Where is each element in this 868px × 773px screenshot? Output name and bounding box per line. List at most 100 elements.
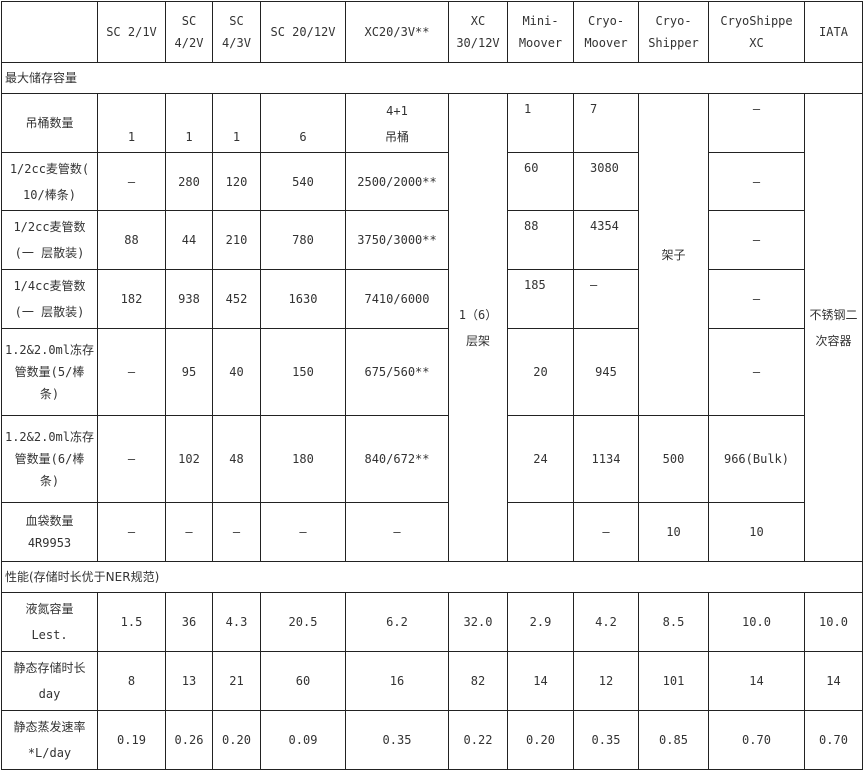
column-header: SC 20/12V <box>260 1 346 63</box>
table-cell: 架子 <box>638 93 709 416</box>
row-label: 1/2cc麦管数 (一 层散装) <box>1 210 98 270</box>
table-cell: – <box>708 269 805 329</box>
table-cell: 8 <box>97 651 166 711</box>
table-cell <box>507 502 574 562</box>
table-row: 血袋数量 4R9953– – – – – –10 10 <box>1 502 863 562</box>
table-row: 1/4cc麦管数 (一 层散装) 182 938 452 1630 7410/6000 18… <box>1 269 863 329</box>
table-cell: 1 <box>212 93 261 153</box>
column-header: IATA <box>804 1 863 63</box>
table-cell: 10.0 <box>804 592 863 652</box>
table-cell: 82 <box>448 651 508 711</box>
table-cell: 185 <box>507 269 574 329</box>
table-cell: 1 <box>165 93 213 153</box>
table-cell: 20.5 <box>260 592 346 652</box>
table-cell: 0.35 <box>345 710 449 770</box>
table-cell: 10 <box>638 502 709 562</box>
column-header <box>1 1 98 63</box>
table-cell: – <box>165 502 213 562</box>
table-cell: 21 <box>212 651 261 711</box>
row-label: 1/4cc麦管数 (一 层散装) <box>1 269 98 329</box>
table-cell: 210 <box>212 210 261 270</box>
table-cell: 500 <box>638 415 709 503</box>
header-row: SC 2/1V SC 4/2V SC 4/3V SC 20/12V XC20/3V** X… <box>1 1 863 63</box>
column-header: Cryo- Shipper <box>638 1 709 63</box>
column-header: Cryo- Moover <box>573 1 639 63</box>
section-row: 最大储存容量 <box>1 62 863 94</box>
table-cell: 1.5 <box>97 592 166 652</box>
row-label: 1.2&2.0ml冻存 管数量(5/棒 条) <box>1 328 98 416</box>
table-cell: 1134 <box>573 415 639 503</box>
table-cell: 20 <box>507 328 574 416</box>
table-cell: 44 <box>165 210 213 270</box>
column-header: Mini- Moover <box>507 1 574 63</box>
table-cell: 14 <box>804 651 863 711</box>
table-cell: – <box>708 210 805 270</box>
table-cell: 32.0 <box>448 592 508 652</box>
table-cell: – <box>708 328 805 416</box>
table-cell: 280 <box>165 152 213 211</box>
table-cell: 0.70 <box>708 710 805 770</box>
table-cell: – <box>97 152 166 211</box>
table-cell: 102 <box>165 415 213 503</box>
table-row: 液氮容量 Lest. 1.5 36 4.3 20.5 6.2 32.0 2.9 4.2 8.5 10… <box>1 592 863 652</box>
table-cell: 1630 <box>260 269 346 329</box>
table-cell: 966(Bulk) <box>708 415 805 503</box>
table-cell: 4.2 <box>573 592 639 652</box>
table-cell: 12 <box>573 651 639 711</box>
table-cell: 180 <box>260 415 346 503</box>
table-row: 静态蒸发速率 *L/day 0.19 0.26 0.20 0.09 0.35 0.22 0.2… <box>1 710 863 770</box>
table-cell: 1 <box>507 93 574 153</box>
section-row: 性能(存储时长优于NER规范) <box>1 561 863 593</box>
table-cell: 780 <box>260 210 346 270</box>
table-cell: – <box>212 502 261 562</box>
table-cell: 88 <box>97 210 166 270</box>
table-cell: 13 <box>165 651 213 711</box>
section-title: 性能(存储时长优于NER规范) <box>1 561 863 593</box>
column-header: SC 4/3V <box>212 1 261 63</box>
table-cell: 0.35 <box>573 710 639 770</box>
table-cell: – <box>97 502 166 562</box>
row-label: 液氮容量 Lest. <box>1 592 98 652</box>
table-cell: – <box>260 502 346 562</box>
table-cell: 0.19 <box>97 710 166 770</box>
table-row: 1/2cc麦管数 (一 层散装) 88 44 210 780 3750/3000** 88 4… <box>1 210 863 270</box>
table-cell: 3080 <box>573 152 639 211</box>
table-row: 1/2cc麦管数( 10/棒条) –280 120 540 2500/2000** 60 3… <box>1 152 863 211</box>
table-cell: 60 <box>260 651 346 711</box>
table-cell: 16 <box>345 651 449 711</box>
table-cell: 2.9 <box>507 592 574 652</box>
row-label: 血袋数量 4R9953 <box>1 502 98 562</box>
table-cell: 182 <box>97 269 166 329</box>
row-label: 静态蒸发速率 *L/day <box>1 710 98 770</box>
table-cell: 945 <box>573 328 639 416</box>
row-label: 静态存储时长 day <box>1 651 98 711</box>
table-cell: 938 <box>165 269 213 329</box>
table-cell: 8.5 <box>638 592 709 652</box>
section-title: 最大储存容量 <box>1 62 863 94</box>
table-cell: 4354 <box>573 210 639 270</box>
table-row: 1.2&2.0ml冻存 管数量(5/棒 条) –95 40 150 675/560** 2… <box>1 328 863 416</box>
table-cell: 0.26 <box>165 710 213 770</box>
table-cell: 150 <box>260 328 346 416</box>
table-cell: – <box>97 328 166 416</box>
row-label: 吊桶数量 <box>1 93 98 153</box>
table-cell: 不锈钢二 次容器 <box>804 93 863 562</box>
table-cell: 0.70 <box>804 710 863 770</box>
table-cell: 7410/6000 <box>345 269 449 329</box>
table-cell: 1 <box>97 93 166 153</box>
table-cell: – <box>573 269 639 329</box>
table-cell: 840/672** <box>345 415 449 503</box>
table-cell: 10.0 <box>708 592 805 652</box>
table-cell: 120 <box>212 152 261 211</box>
table-cell: 14 <box>507 651 574 711</box>
table-row: 1.2&2.0ml冻存 管数量(6/棒 条) –102 48 180 840/672**… <box>1 415 863 503</box>
column-header: XC20/3V** <box>345 1 449 63</box>
table-cell: 0.09 <box>260 710 346 770</box>
table-cell: 4.3 <box>212 592 261 652</box>
table-cell: 88 <box>507 210 574 270</box>
column-header: XC 30/12V <box>448 1 508 63</box>
table-cell: 14 <box>708 651 805 711</box>
table-cell: – <box>708 93 805 153</box>
